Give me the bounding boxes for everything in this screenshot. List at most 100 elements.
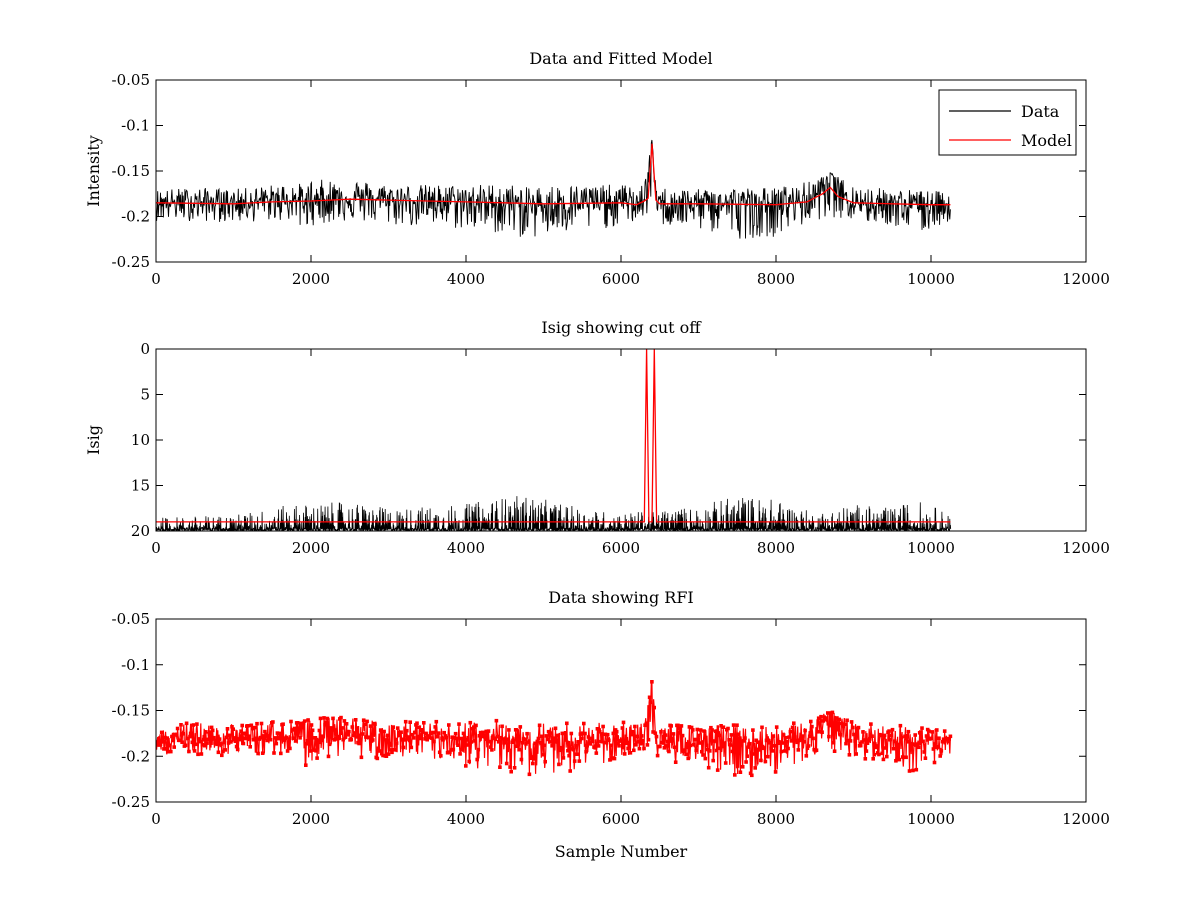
rfi-point — [242, 731, 247, 736]
rfi-point — [314, 749, 318, 753]
rfi-point — [462, 735, 467, 740]
rfi-point — [843, 722, 847, 727]
rfi-point — [471, 725, 476, 729]
rfi-point — [563, 731, 568, 735]
rfi-point — [542, 743, 546, 748]
rfi-point — [399, 730, 403, 734]
rfi-point — [760, 725, 764, 730]
rfi-point — [346, 732, 350, 736]
rfi-point — [439, 754, 443, 758]
rfi-point — [832, 749, 837, 753]
rfi-point — [531, 761, 535, 766]
rfi-point — [742, 739, 746, 743]
rfi-point — [792, 721, 796, 725]
rfi-point — [486, 729, 491, 733]
rfi-point — [700, 749, 704, 754]
rfi-point — [599, 739, 603, 744]
rfi-point — [352, 731, 357, 735]
rfi-point — [258, 736, 263, 740]
rfi-point — [516, 742, 520, 746]
rfi-point — [285, 749, 290, 753]
model-series-line — [156, 143, 951, 206]
rfi-point — [156, 740, 159, 744]
rfi-point — [780, 741, 785, 745]
rfi-point — [669, 724, 673, 728]
rfi-point — [916, 745, 921, 750]
rfi-point — [938, 754, 942, 758]
x-tick-label: 10000 — [907, 810, 955, 828]
rfi-point — [332, 738, 336, 742]
rfi-point — [189, 731, 193, 736]
rfi-point — [747, 742, 752, 746]
rfi-point — [350, 725, 355, 729]
rfi-point — [945, 736, 949, 741]
rfi-point — [877, 752, 881, 757]
rfi-point — [695, 727, 700, 732]
rfi-point — [212, 735, 216, 740]
rfi-point — [477, 734, 482, 738]
rfi-point — [188, 734, 192, 739]
rfi-point — [941, 737, 946, 741]
rfi-point — [325, 716, 330, 721]
rfi-point — [317, 728, 322, 733]
rfi-point — [392, 748, 397, 752]
y-axis-label: Intensity — [84, 135, 103, 207]
rfi-point — [611, 731, 616, 736]
rfi-point — [466, 743, 470, 747]
rfi-point — [889, 733, 894, 738]
rfi-point — [768, 741, 772, 745]
rfi-point — [223, 748, 227, 752]
data-series-line — [156, 139, 951, 239]
rfi-point — [401, 745, 406, 750]
rfi-point — [931, 747, 936, 751]
rfi-point — [327, 742, 332, 747]
rfi-point — [179, 723, 183, 727]
rfi-point — [371, 738, 375, 742]
rfi-point — [549, 731, 553, 735]
rfi-point — [526, 740, 530, 744]
legend-label-data: Data — [1021, 102, 1060, 121]
rfi-point — [734, 735, 738, 739]
rfi-point — [445, 750, 450, 755]
rfi-point — [406, 737, 410, 741]
rfi-point — [651, 730, 655, 734]
rfi-point — [210, 728, 215, 733]
rfi-point — [830, 710, 835, 715]
rfi-point — [641, 738, 645, 743]
rfi-point — [228, 733, 232, 738]
rfi-point — [216, 750, 221, 755]
rfi-point — [752, 752, 756, 756]
x-tick-label: 6000 — [602, 270, 640, 288]
rfi-point — [633, 724, 637, 729]
x-tick-label: 2000 — [292, 270, 330, 288]
rfi-point — [891, 746, 896, 751]
rfi-point — [181, 732, 185, 736]
rfi-point — [597, 730, 602, 734]
rfi-point — [166, 749, 171, 754]
rfi-point — [746, 745, 751, 749]
rfi-point — [433, 725, 437, 729]
rfi-point — [254, 736, 258, 741]
rfi-point — [169, 749, 173, 754]
rfi-point — [915, 742, 920, 746]
rfi-point — [201, 737, 206, 742]
rfi-point — [809, 719, 813, 724]
rfi-point — [706, 765, 711, 770]
rfi-point — [861, 730, 865, 734]
rfi-point — [687, 725, 692, 729]
rfi-point — [836, 721, 840, 725]
rfi-point — [256, 751, 260, 756]
chart-title: Data showing RFI — [548, 588, 693, 607]
rfi-point — [159, 730, 164, 735]
rfi-point — [593, 746, 597, 750]
rfi-point — [582, 721, 586, 726]
rfi-point — [553, 726, 558, 731]
rfi-point — [788, 729, 793, 734]
rfi-point — [384, 754, 389, 758]
rfi-point — [743, 736, 747, 740]
x-tick-label: 4000 — [447, 539, 485, 557]
rfi-point — [799, 736, 804, 740]
rfi-point — [911, 768, 915, 773]
rfi-point — [601, 724, 605, 729]
rfi-point — [673, 760, 678, 764]
